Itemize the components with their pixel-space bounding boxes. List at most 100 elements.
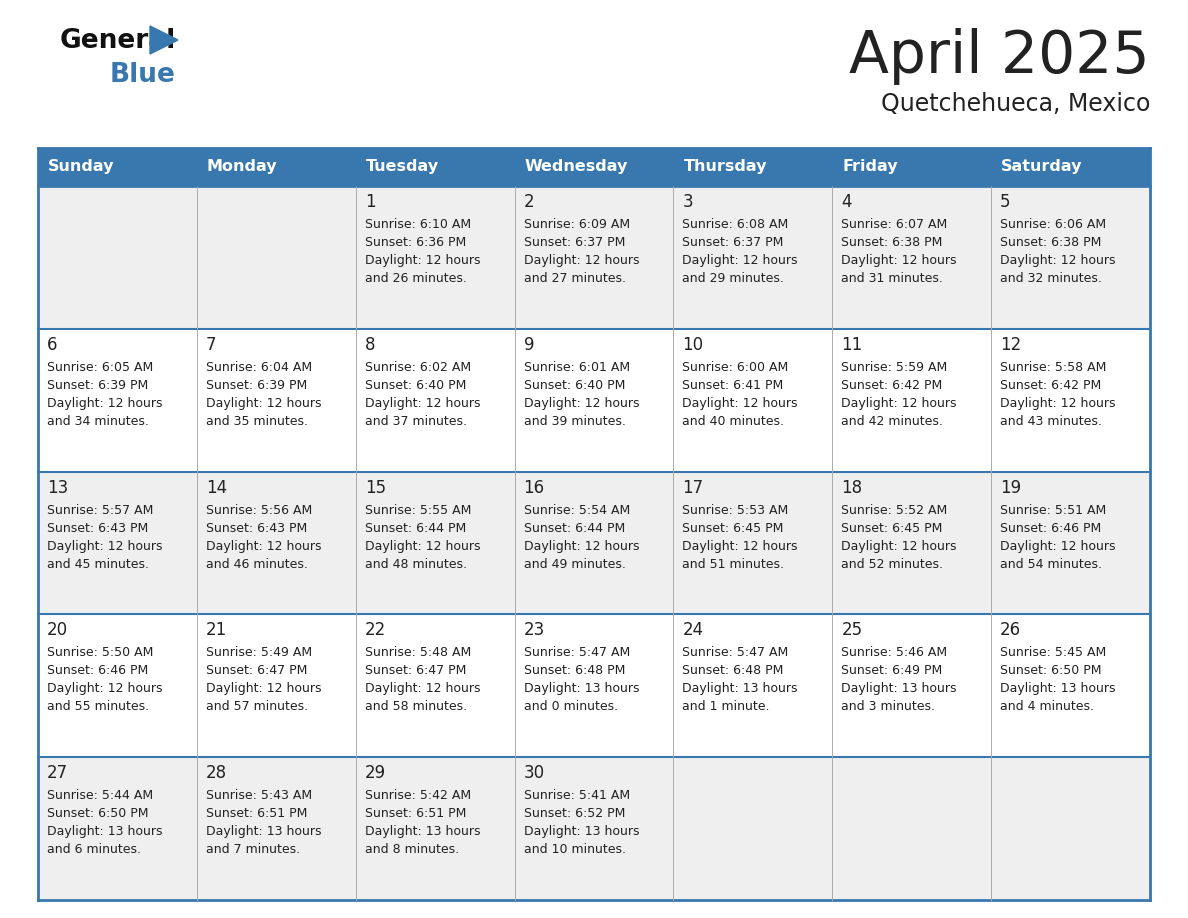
Text: Sunrise: 5:55 AM: Sunrise: 5:55 AM: [365, 504, 472, 517]
Text: Daylight: 12 hours: Daylight: 12 hours: [48, 397, 163, 409]
Text: Sunrise: 5:58 AM: Sunrise: 5:58 AM: [1000, 361, 1106, 374]
Text: 1: 1: [365, 193, 375, 211]
Text: Sunset: 6:46 PM: Sunset: 6:46 PM: [1000, 521, 1101, 534]
Text: Sunset: 6:37 PM: Sunset: 6:37 PM: [682, 236, 784, 249]
Text: Sunset: 6:44 PM: Sunset: 6:44 PM: [365, 521, 466, 534]
Text: Daylight: 12 hours: Daylight: 12 hours: [1000, 254, 1116, 267]
Text: 4: 4: [841, 193, 852, 211]
Text: Daylight: 12 hours: Daylight: 12 hours: [206, 682, 322, 696]
Text: Daylight: 13 hours: Daylight: 13 hours: [524, 825, 639, 838]
Text: Monday: Monday: [207, 160, 278, 174]
Text: and 42 minutes.: and 42 minutes.: [841, 415, 943, 428]
Text: and 58 minutes.: and 58 minutes.: [365, 700, 467, 713]
Bar: [38, 472, 1150, 614]
Text: Sunset: 6:52 PM: Sunset: 6:52 PM: [524, 807, 625, 820]
Text: 18: 18: [841, 478, 862, 497]
Bar: [991, 148, 1150, 186]
Text: Sunrise: 5:53 AM: Sunrise: 5:53 AM: [682, 504, 789, 517]
Text: Sunset: 6:41 PM: Sunset: 6:41 PM: [682, 379, 784, 392]
Text: Sunset: 6:43 PM: Sunset: 6:43 PM: [48, 521, 148, 534]
Text: Sunrise: 5:56 AM: Sunrise: 5:56 AM: [206, 504, 312, 517]
Text: Sunset: 6:39 PM: Sunset: 6:39 PM: [48, 379, 148, 392]
Text: 7: 7: [206, 336, 216, 353]
Text: Sunrise: 6:06 AM: Sunrise: 6:06 AM: [1000, 218, 1106, 231]
Text: Daylight: 12 hours: Daylight: 12 hours: [206, 397, 322, 409]
Text: 22: 22: [365, 621, 386, 640]
Text: 20: 20: [48, 621, 68, 640]
Text: Sunrise: 6:01 AM: Sunrise: 6:01 AM: [524, 361, 630, 374]
Text: 19: 19: [1000, 478, 1022, 497]
Text: and 34 minutes.: and 34 minutes.: [48, 415, 148, 428]
Text: 2: 2: [524, 193, 535, 211]
Text: Sunset: 6:38 PM: Sunset: 6:38 PM: [841, 236, 942, 249]
Text: Daylight: 12 hours: Daylight: 12 hours: [841, 254, 956, 267]
Text: Sunset: 6:46 PM: Sunset: 6:46 PM: [48, 665, 148, 677]
Text: Sunset: 6:42 PM: Sunset: 6:42 PM: [1000, 379, 1101, 392]
Text: Sunset: 6:42 PM: Sunset: 6:42 PM: [841, 379, 942, 392]
Text: Sunset: 6:38 PM: Sunset: 6:38 PM: [1000, 236, 1101, 249]
Text: and 39 minutes.: and 39 minutes.: [524, 415, 625, 428]
Text: Sunrise: 5:42 AM: Sunrise: 5:42 AM: [365, 789, 470, 802]
Text: 10: 10: [682, 336, 703, 353]
Text: Sunrise: 5:50 AM: Sunrise: 5:50 AM: [48, 646, 153, 659]
Text: and 4 minutes.: and 4 minutes.: [1000, 700, 1094, 713]
Text: Sunrise: 5:47 AM: Sunrise: 5:47 AM: [524, 646, 630, 659]
Bar: [355, 148, 514, 186]
Text: 30: 30: [524, 764, 544, 782]
Text: and 49 minutes.: and 49 minutes.: [524, 557, 625, 571]
Text: Tuesday: Tuesday: [366, 160, 438, 174]
Text: Daylight: 12 hours: Daylight: 12 hours: [841, 540, 956, 553]
Text: Sunrise: 5:54 AM: Sunrise: 5:54 AM: [524, 504, 630, 517]
Text: 29: 29: [365, 764, 386, 782]
Text: Daylight: 12 hours: Daylight: 12 hours: [365, 254, 480, 267]
Text: and 6 minutes.: and 6 minutes.: [48, 844, 141, 856]
Text: Daylight: 12 hours: Daylight: 12 hours: [524, 397, 639, 409]
Text: and 55 minutes.: and 55 minutes.: [48, 700, 150, 713]
Text: Sunset: 6:50 PM: Sunset: 6:50 PM: [48, 807, 148, 820]
Text: Sunrise: 5:51 AM: Sunrise: 5:51 AM: [1000, 504, 1106, 517]
Bar: [833, 148, 991, 186]
Text: Daylight: 12 hours: Daylight: 12 hours: [1000, 540, 1116, 553]
Text: and 52 minutes.: and 52 minutes.: [841, 557, 943, 571]
Text: and 26 minutes.: and 26 minutes.: [365, 272, 467, 285]
Bar: [514, 148, 674, 186]
Text: Saturday: Saturday: [1001, 160, 1082, 174]
Bar: [38, 148, 197, 186]
Text: and 8 minutes.: and 8 minutes.: [365, 844, 459, 856]
Text: 8: 8: [365, 336, 375, 353]
Text: Sunset: 6:37 PM: Sunset: 6:37 PM: [524, 236, 625, 249]
Text: Sunset: 6:45 PM: Sunset: 6:45 PM: [682, 521, 784, 534]
Text: Sunrise: 5:49 AM: Sunrise: 5:49 AM: [206, 646, 312, 659]
Text: Daylight: 12 hours: Daylight: 12 hours: [206, 540, 322, 553]
Text: and 32 minutes.: and 32 minutes.: [1000, 272, 1102, 285]
Text: and 31 minutes.: and 31 minutes.: [841, 272, 943, 285]
Text: Sunset: 6:39 PM: Sunset: 6:39 PM: [206, 379, 308, 392]
Text: 16: 16: [524, 478, 544, 497]
Text: Sunset: 6:51 PM: Sunset: 6:51 PM: [206, 807, 308, 820]
Text: Daylight: 13 hours: Daylight: 13 hours: [206, 825, 322, 838]
Text: and 48 minutes.: and 48 minutes.: [365, 557, 467, 571]
Text: and 27 minutes.: and 27 minutes.: [524, 272, 626, 285]
Text: Daylight: 12 hours: Daylight: 12 hours: [365, 540, 480, 553]
Polygon shape: [150, 26, 178, 54]
Text: Sunrise: 5:41 AM: Sunrise: 5:41 AM: [524, 789, 630, 802]
Text: 11: 11: [841, 336, 862, 353]
Text: Daylight: 13 hours: Daylight: 13 hours: [841, 682, 956, 696]
Text: Daylight: 13 hours: Daylight: 13 hours: [524, 682, 639, 696]
Text: Sunset: 6:45 PM: Sunset: 6:45 PM: [841, 521, 942, 534]
Text: Sunrise: 6:02 AM: Sunrise: 6:02 AM: [365, 361, 470, 374]
Text: 24: 24: [682, 621, 703, 640]
Text: Sunset: 6:47 PM: Sunset: 6:47 PM: [206, 665, 308, 677]
Text: Daylight: 12 hours: Daylight: 12 hours: [841, 397, 956, 409]
Text: and 7 minutes.: and 7 minutes.: [206, 844, 301, 856]
Text: and 57 minutes.: and 57 minutes.: [206, 700, 308, 713]
Text: Daylight: 13 hours: Daylight: 13 hours: [365, 825, 480, 838]
Text: and 0 minutes.: and 0 minutes.: [524, 700, 618, 713]
Text: Sunset: 6:40 PM: Sunset: 6:40 PM: [365, 379, 466, 392]
Text: and 51 minutes.: and 51 minutes.: [682, 557, 784, 571]
Text: and 54 minutes.: and 54 minutes.: [1000, 557, 1102, 571]
Text: April 2025: April 2025: [849, 28, 1150, 85]
Text: Wednesday: Wednesday: [525, 160, 628, 174]
Text: Sunrise: 5:43 AM: Sunrise: 5:43 AM: [206, 789, 312, 802]
Text: Daylight: 13 hours: Daylight: 13 hours: [48, 825, 163, 838]
